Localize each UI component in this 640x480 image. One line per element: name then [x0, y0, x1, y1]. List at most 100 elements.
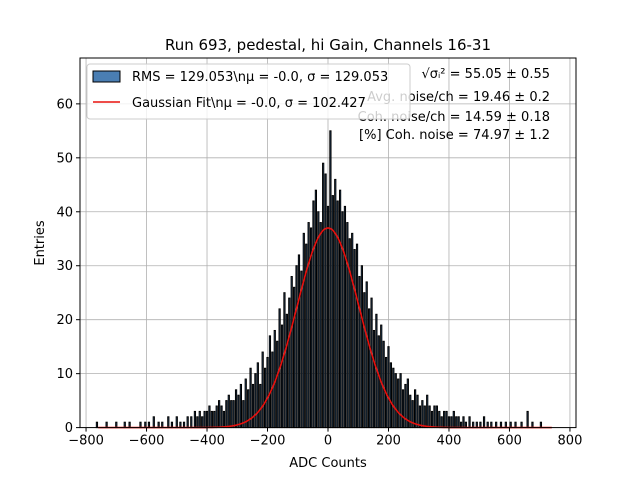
histogram-bar	[389, 362, 393, 429]
histogram-bar	[157, 421, 160, 429]
histogram-bar	[526, 410, 529, 429]
histogram-bar	[479, 421, 482, 429]
histogram-bar	[326, 205, 330, 429]
histogram-bar	[210, 410, 213, 429]
histogram-bar	[452, 410, 455, 429]
histogram-bar	[377, 335, 380, 429]
histogram-bar	[482, 416, 486, 429]
histogram-bar	[341, 211, 344, 429]
histogram-bar	[201, 416, 204, 429]
histogram-bar	[218, 400, 221, 429]
histogram-bar	[490, 421, 493, 429]
histogram-bar	[455, 416, 458, 429]
histogram-bar	[266, 356, 269, 429]
histogram-bar	[447, 416, 451, 429]
histogram-bar	[392, 367, 395, 429]
histogram-bar	[205, 410, 209, 429]
x-tick-label: 800	[558, 434, 583, 449]
x-tick-label: 200	[376, 434, 401, 449]
histogram-bar	[196, 416, 199, 429]
histogram-bar	[237, 394, 240, 429]
y-tick-label: 60	[56, 97, 73, 112]
histogram-bar	[363, 292, 366, 429]
annotation-block: √σᵢ² = 55.05 ± 0.55 Avg. noise/ch = 19.4…	[358, 67, 550, 143]
histogram-bar	[360, 265, 363, 429]
histogram-bar	[288, 297, 291, 429]
histogram-bar	[531, 421, 534, 429]
histogram-bar	[351, 232, 354, 429]
histogram-bar	[193, 410, 197, 429]
histogram-bar	[382, 340, 385, 429]
histogram-bar	[355, 243, 359, 429]
histogram-bar	[239, 383, 243, 429]
histogram-bar	[319, 222, 322, 429]
histogram-bar	[401, 389, 405, 429]
histogram-bar	[147, 421, 151, 429]
histogram-bar	[358, 276, 361, 429]
histogram-bar	[399, 373, 402, 429]
x-tick-label: 0	[324, 434, 332, 449]
legend-fit-label: Gaussian Fit\nμ = -0.0, σ = 102.427	[132, 96, 366, 111]
histogram-bar	[346, 222, 349, 429]
histogram-bar	[247, 389, 250, 429]
legend-histogram-label: RMS = 129.053\nμ = -0.0, σ = 129.053	[132, 70, 388, 85]
histogram-bar	[329, 130, 332, 429]
histogram-bar	[514, 421, 517, 429]
histogram-bar	[297, 254, 301, 429]
histogram-bar	[293, 286, 296, 429]
histogram-bar	[336, 200, 339, 429]
axis-ticks: −800 −600 −400 −200 0 200 400 600 800 0 10 20 30 40 50…	[56, 97, 582, 448]
histogram-bar	[499, 421, 503, 429]
histogram-bar	[222, 410, 226, 429]
histogram-bars	[95, 130, 543, 429]
y-tick-label: 30	[56, 259, 73, 274]
histogram-bar	[263, 367, 267, 429]
histogram-bar	[343, 205, 347, 429]
histogram-bar	[285, 313, 288, 429]
x-tick-label: −800	[68, 434, 104, 449]
histogram-bar	[372, 329, 376, 429]
histogram-bar	[317, 211, 320, 429]
histogram-bar	[232, 400, 235, 429]
histogram-bar	[365, 281, 368, 429]
histogram-bar	[213, 410, 216, 429]
histogram-bar	[368, 308, 371, 429]
histogram-bar	[95, 421, 99, 429]
y-tick-label: 40	[56, 205, 73, 220]
histogram-bar	[353, 249, 356, 429]
histogram-bar	[334, 178, 337, 429]
histogram-bar	[438, 410, 441, 429]
histogram-bar	[509, 421, 512, 429]
histogram-bar	[445, 410, 448, 429]
histogram-bar	[472, 421, 475, 429]
annotation-avg-noise: Avg. noise/ch = 19.46 ± 0.2	[367, 90, 550, 105]
histogram-bar	[433, 405, 436, 429]
y-tick-label: 0	[65, 421, 73, 436]
histogram-bar	[348, 238, 351, 429]
histogram-bar	[314, 189, 318, 429]
histogram-bar	[421, 400, 424, 429]
histogram-bar	[182, 421, 186, 429]
histogram-bar	[167, 416, 170, 429]
histogram-bar	[179, 421, 182, 429]
chart-title: Run 693, pedestal, hi Gain, Channels 16-…	[165, 36, 491, 54]
histogram-bar	[280, 324, 284, 429]
annotation-coh-noise-percent: [%] Coh. noise = 74.97 ± 1.2	[359, 128, 550, 143]
histogram-bar	[413, 389, 417, 429]
histogram-bar	[186, 416, 189, 429]
histogram-bar	[426, 394, 429, 429]
histogram-bar	[520, 421, 523, 429]
histogram-bar	[457, 416, 460, 429]
histogram-bar	[430, 410, 434, 429]
annotation-sqrt-sigma: √σᵢ² = 55.05 ± 0.55	[421, 67, 550, 82]
histogram-bar	[423, 405, 426, 429]
histogram-bar	[397, 378, 400, 429]
histogram-bar	[115, 421, 118, 429]
histogram-bar	[338, 189, 342, 429]
histogram-bar	[261, 351, 264, 429]
histogram-bar	[227, 394, 230, 429]
histogram-bar	[302, 232, 305, 429]
histogram-bar	[251, 383, 255, 429]
histogram-bar	[170, 421, 174, 429]
histogram-bar	[139, 421, 142, 429]
